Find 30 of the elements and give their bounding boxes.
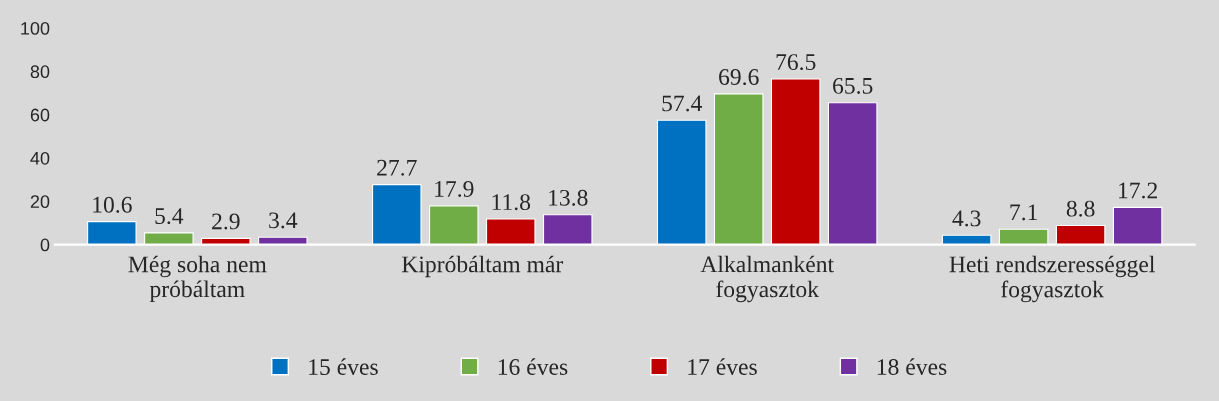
y-tick-label: 40: [30, 151, 50, 165]
x-tick-label: Még soha nem próbáltam: [128, 255, 267, 302]
y-tick-label: 100: [21, 22, 50, 35]
data-label: 3.4: [269, 212, 298, 229]
legend-label: 16 éves: [498, 358, 568, 375]
x-tick-label: Kipróbáltam már: [401, 255, 564, 278]
x-tick-label: Alkalmanként fogyasztok: [700, 255, 834, 303]
data-label: 2.9: [212, 213, 240, 230]
y-tick-label: 80: [30, 65, 50, 79]
data-label: 69.6: [719, 69, 759, 86]
data-label: 57.4: [662, 95, 703, 112]
legend-label: 15 éves: [309, 358, 378, 375]
data-label: 11.8: [492, 194, 531, 211]
data-label: 10.6: [93, 196, 132, 213]
y-tick-label: 60: [30, 108, 50, 122]
legend-label: 18 éves: [877, 358, 947, 375]
data-label: 7.1: [1010, 204, 1037, 221]
data-label: 8.8: [1066, 200, 1095, 217]
data-label: 5.4: [155, 208, 184, 225]
data-label: 13.8: [549, 189, 588, 206]
y-tick-label: 0: [40, 238, 50, 252]
data-label: 76.5: [776, 54, 816, 71]
x-tick-label: Heti rendszerességgel fogyasztok: [949, 255, 1155, 303]
data-label: 27.7: [377, 159, 417, 176]
data-label: 17.9: [435, 181, 474, 197]
data-label: 17.2: [1119, 182, 1157, 199]
data-label: 4.3: [952, 210, 981, 227]
data-label: 65.5: [833, 77, 873, 94]
y-tick-label: 20: [30, 195, 50, 209]
legend-label: 17 éves: [688, 358, 757, 375]
